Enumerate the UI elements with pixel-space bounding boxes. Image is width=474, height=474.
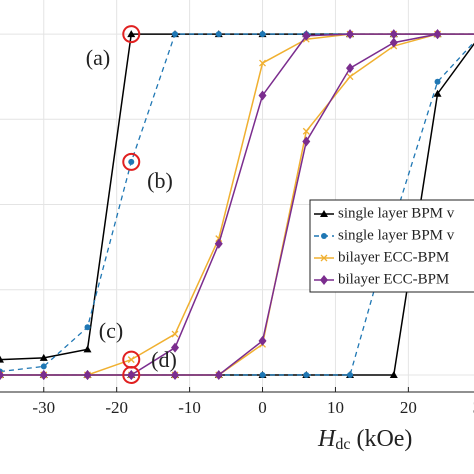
- marker: [40, 363, 47, 370]
- marker: [214, 238, 223, 249]
- x-label-main: H: [317, 426, 337, 452]
- marker: [171, 330, 179, 338]
- marker: [259, 31, 266, 38]
- marker: [321, 233, 327, 239]
- marker: [259, 371, 266, 378]
- marker: [434, 78, 441, 85]
- highlight-ring: [122, 365, 141, 384]
- x-tick-label: 20: [400, 398, 417, 417]
- marker: [39, 369, 48, 380]
- series-line: [0, 33, 474, 376]
- legend-label: single layer BPM v: [338, 205, 455, 221]
- highlight-ring: [122, 25, 141, 44]
- marker: [347, 371, 354, 378]
- x-tick-label: 30: [473, 398, 474, 417]
- marker: [171, 369, 180, 380]
- x-tick-label: -30: [32, 398, 55, 417]
- marker: [389, 370, 398, 378]
- marker: [320, 275, 328, 285]
- marker: [389, 37, 398, 48]
- marker: [214, 369, 223, 380]
- marker: [320, 210, 328, 217]
- marker: [0, 355, 4, 363]
- marker: [433, 89, 442, 97]
- marker: [389, 29, 398, 40]
- marker: [258, 335, 267, 346]
- x-tick-label: 10: [327, 398, 344, 417]
- marker: [302, 127, 310, 135]
- marker: [346, 29, 355, 40]
- x-tick-label: -20: [105, 398, 128, 417]
- marker: [0, 369, 4, 380]
- legend-box: [309, 199, 474, 293]
- x-label-sub: dc: [335, 436, 350, 453]
- marker: [302, 136, 311, 147]
- marker: [346, 63, 355, 74]
- grid: [0, 0, 474, 392]
- marker: [127, 369, 136, 380]
- marker: [128, 158, 135, 165]
- marker: [258, 90, 267, 101]
- marker: [259, 59, 266, 67]
- marker: [346, 73, 354, 81]
- marker: [84, 324, 91, 331]
- marker: [172, 31, 179, 38]
- x-tick-label: 0: [258, 398, 267, 417]
- marker: [83, 369, 92, 380]
- annotation: (a): [86, 45, 110, 70]
- annotation: (b): [147, 168, 173, 193]
- annotation: (d): [151, 347, 177, 372]
- marker: [39, 353, 48, 361]
- highlight-ring: [122, 152, 141, 171]
- marker: [83, 345, 92, 353]
- marker: [215, 31, 222, 38]
- marker: [127, 356, 135, 364]
- marker: [171, 342, 180, 353]
- marker: [303, 371, 310, 378]
- x-axis-label: Hdc (kOe): [317, 426, 412, 453]
- annotation: (c): [99, 318, 123, 343]
- series-line: [0, 33, 474, 376]
- plot: [0, 25, 474, 384]
- marker: [433, 29, 442, 40]
- x-tick-label: -10: [178, 398, 201, 417]
- marker: [127, 30, 136, 38]
- marker: [302, 30, 311, 41]
- legend: single layer BPM v single layer BPM v bila…: [309, 199, 474, 293]
- series: [0, 29, 474, 380]
- legend-label: bilayer ECC-BPM: [338, 271, 449, 287]
- legend-label: single layer BPM v: [338, 227, 455, 243]
- x-label-unit: (kOe): [356, 426, 412, 452]
- marker: [320, 254, 328, 262]
- legend-label: bilayer ECC-BPM: [338, 249, 449, 265]
